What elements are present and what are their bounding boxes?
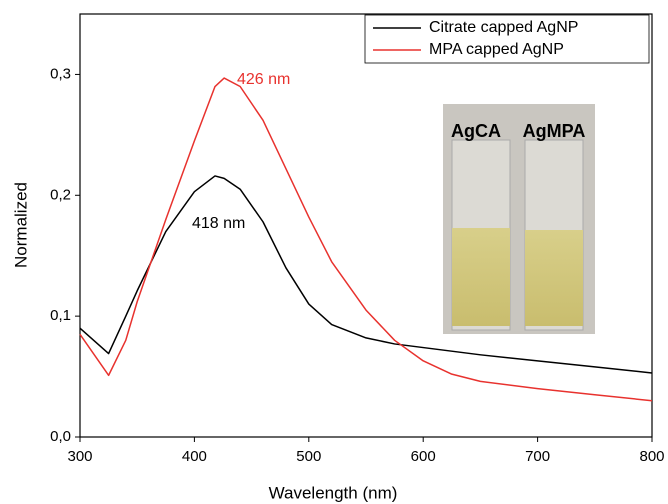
legend-label: Citrate capped AgNP (429, 19, 578, 36)
y-tick-label: 0,2 (50, 186, 71, 203)
inset-label: AgCA (451, 121, 501, 141)
cuvette-liquid (525, 230, 583, 326)
x-axis-label: Wavelength (nm) (269, 483, 398, 502)
x-tick-label: 700 (525, 448, 550, 465)
y-tick-label: 0,3 (50, 65, 71, 82)
y-tick-label: 0,0 (50, 428, 71, 445)
series-line (79, 175, 653, 374)
x-tick-label: 400 (182, 448, 207, 465)
inset-photo: AgCA AgMPA (443, 104, 595, 334)
x-tick-label: 500 (296, 448, 321, 465)
annotation: 426 nm (237, 71, 290, 88)
inset-label: AgMPA (523, 121, 586, 141)
series-line (79, 77, 653, 402)
y-axis-label: Normalized (11, 182, 30, 268)
legend-box (364, 14, 650, 64)
plot-frame (79, 13, 653, 438)
legend-label: MPA capped AgNP (429, 41, 564, 58)
x-tick-label: 600 (411, 448, 436, 465)
x-tick-label: 300 (67, 448, 92, 465)
y-tick-label: 0,1 (50, 307, 71, 324)
cuvette-liquid (452, 228, 510, 326)
annotation: 418 nm (192, 215, 245, 232)
x-tick-label: 800 (639, 448, 664, 465)
